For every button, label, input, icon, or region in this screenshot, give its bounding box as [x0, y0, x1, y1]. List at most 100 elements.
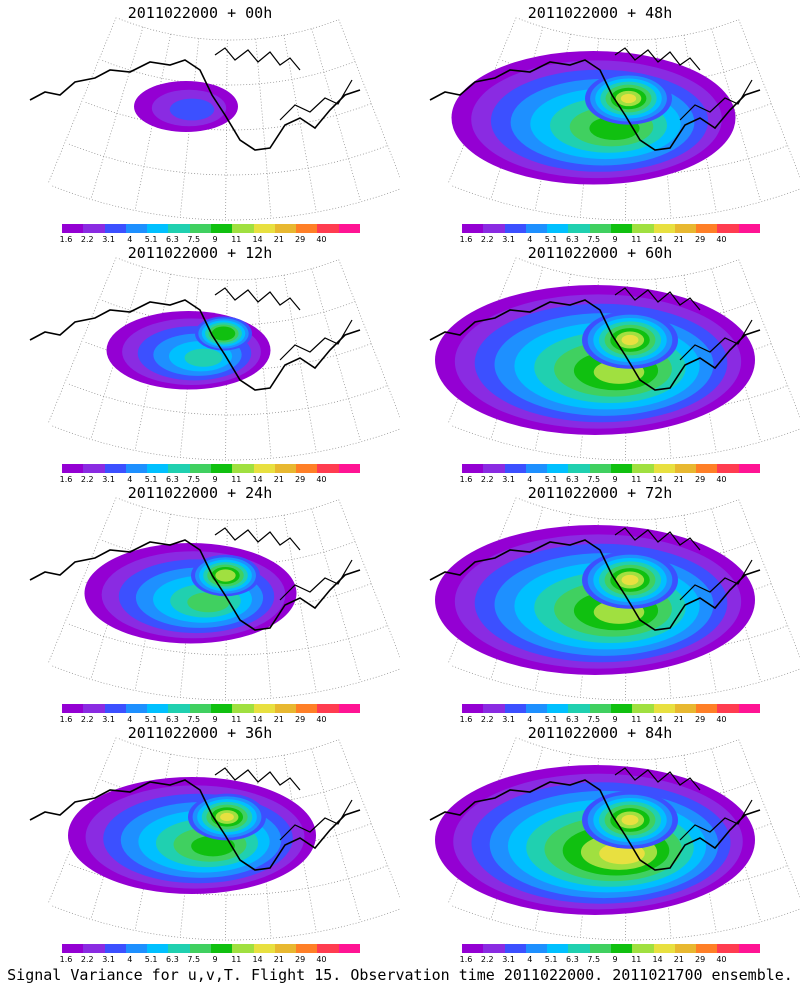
colorbar-swatch	[274, 944, 297, 953]
colorbar-swatch	[317, 224, 339, 233]
colorbar-swatch	[525, 704, 548, 713]
variance-contour	[187, 592, 230, 613]
colorbar-swatch	[525, 944, 548, 953]
coastline	[29, 779, 361, 871]
colorbar-tick-label: 5.1	[144, 955, 158, 964]
colorbar-swatch	[738, 944, 760, 953]
colorbar-swatch	[83, 704, 105, 713]
panel-title: 2011022000 + 00h	[127, 4, 273, 22]
colorbar-swatch	[674, 464, 697, 473]
colorbar-tick-label: 5.1	[544, 715, 558, 724]
variance-field	[68, 777, 316, 894]
colorbar-swatch	[125, 944, 148, 953]
colorbar-tick-label: 5.1	[144, 235, 158, 244]
colorbar-tick-label: 3.1	[502, 955, 515, 964]
coastline	[429, 779, 761, 871]
colorbar-tick-label: 29	[695, 955, 706, 964]
colorbar-tick-label: 6.3	[566, 955, 579, 964]
colorbar-swatch	[338, 464, 360, 473]
colorbar-tick-label: 29	[295, 715, 306, 724]
colorbar-tick-label: 29	[695, 235, 706, 244]
colorbar-swatch	[717, 704, 739, 713]
colorbar-swatch	[62, 944, 84, 953]
colorbar-swatch	[653, 464, 675, 473]
colorbar-swatch	[610, 464, 633, 473]
colorbar-tick-label: 6.3	[166, 955, 179, 964]
colorbar-tick-label: 3.1	[502, 475, 515, 484]
colorbar-tick-label: 40	[716, 955, 727, 964]
colorbar-swatch	[253, 464, 275, 473]
colorbar-swatch	[483, 224, 505, 233]
colorbar-tick-label: 4	[127, 715, 133, 724]
colorbar-tick-label: 2.2	[80, 235, 94, 244]
colorbar-swatch	[462, 464, 484, 473]
colorbar-swatch	[462, 224, 484, 233]
variance-maximum	[215, 569, 236, 582]
colorbar-swatch	[83, 464, 105, 473]
colorbar-swatch	[547, 704, 569, 713]
colorbar-tick-label: 3.1	[502, 235, 515, 244]
coastline-islands	[214, 527, 353, 601]
colorbar-swatch	[610, 704, 633, 713]
map-panel: 2011022000 + 36h 1.6 2.2 3.1 4 5.1 6.3 7.5 9 11 14…	[0, 720, 400, 964]
variance-contour	[169, 98, 215, 121]
coastline-islands	[214, 47, 353, 121]
colorbar-tick-label: 4	[127, 955, 133, 964]
colorbar-swatch	[62, 704, 84, 713]
colorbar-tick-label: 40	[316, 955, 327, 964]
colorbar-tick-label: 9	[212, 715, 218, 724]
colorbar-swatch	[717, 224, 739, 233]
map-panel: 2011022000 + 48h 1.6 2.2 3.1 4 5.1 6.3 7.5 9 11 14…	[400, 0, 800, 244]
polar-map	[429, 497, 800, 701]
colorbar-swatch	[738, 464, 760, 473]
variance-field	[106, 311, 271, 390]
colorbar-tick-label: 3.1	[102, 235, 115, 244]
variance-maximum	[621, 814, 639, 826]
colorbar	[62, 704, 360, 713]
colorbar-swatch	[189, 944, 211, 953]
colorbar-swatch	[632, 224, 654, 233]
polar-map	[29, 17, 400, 221]
colorbar-tick-label: 11	[631, 955, 642, 964]
colorbar-tick-label: 4	[127, 475, 133, 484]
colorbar-swatch	[210, 464, 233, 473]
variance-maximum	[220, 812, 234, 822]
colorbar-tick-label: 2.2	[80, 955, 94, 964]
colorbar-swatch	[104, 224, 126, 233]
colorbar-tick-label: 5.1	[144, 715, 158, 724]
colorbar-swatch	[338, 224, 360, 233]
colorbar-swatch	[125, 704, 148, 713]
colorbar-labels: 1.6 2.2 3.1 4 5.1 6.3 7.5 9 11 14 21 29 40	[58, 955, 358, 967]
colorbar-tick-label: 3.1	[102, 715, 115, 724]
colorbar-tick-label: 7.5	[187, 475, 201, 484]
panel-title: 2011022000 + 48h	[527, 4, 673, 22]
colorbar	[62, 464, 360, 473]
colorbar-swatch	[147, 704, 169, 713]
colorbar-tick-label: 21	[273, 475, 284, 484]
colorbar-swatch	[189, 464, 211, 473]
colorbar-tick-label: 1.6	[59, 955, 73, 964]
colorbar	[462, 944, 760, 953]
polar-map	[429, 737, 800, 941]
colorbar-tick-label: 40	[316, 715, 327, 724]
colorbar-tick-label: 40	[316, 235, 327, 244]
variance-maximum	[621, 334, 639, 346]
colorbar-tick-label: 5.1	[144, 475, 158, 484]
colorbar-swatch	[338, 704, 360, 713]
coastline	[29, 59, 361, 151]
colorbar-tick-label: 14	[652, 715, 663, 724]
colorbar-swatch	[462, 944, 484, 953]
map-panel: 2011022000 + 72h 1.6 2.2 3.1 4 5.1 6.3 7.5 9 11 14…	[400, 480, 800, 724]
coastline	[429, 539, 761, 631]
coastline	[429, 299, 761, 391]
colorbar-tick-label: 7.5	[587, 715, 601, 724]
colorbar-swatch	[674, 224, 697, 233]
colorbar-swatch	[274, 224, 297, 233]
map-panel: 2011022000 + 00h 1.6 2.2 3.1 4 5.1 6.3 7.5 9 11 14…	[0, 0, 400, 244]
colorbar-swatch	[232, 944, 254, 953]
colorbar-tick-label: 21	[673, 475, 684, 484]
panel-title: 2011022000 + 60h	[527, 244, 673, 262]
colorbar-tick-label: 4	[527, 955, 533, 964]
colorbar-swatch	[504, 704, 526, 713]
colorbar-tick-label: 1.6	[59, 235, 73, 244]
